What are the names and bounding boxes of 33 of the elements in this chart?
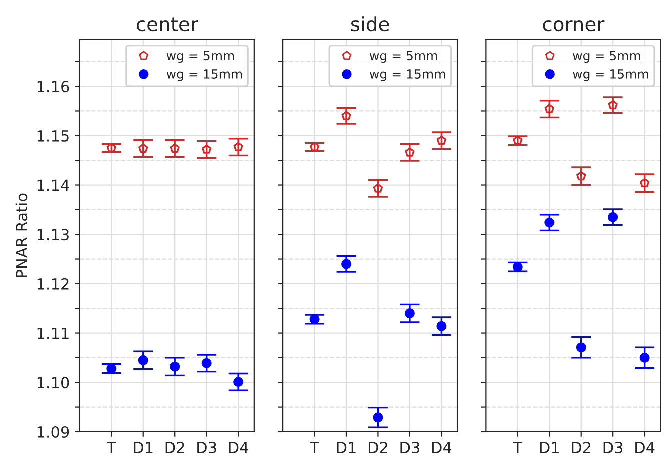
y-tick-label: 1.13	[38, 229, 69, 241]
x-tick-label: D2	[368, 442, 388, 454]
x-tick-label: T	[310, 442, 320, 454]
x-tick-label: D1	[540, 442, 559, 454]
x-tick-label: D4	[636, 442, 655, 454]
x-tick-label: D2	[572, 442, 591, 454]
legend-label: wg = 15mm	[166, 70, 242, 82]
y-axis-title: PNAR Ratio	[16, 194, 28, 278]
x-tick-label: T	[513, 442, 523, 454]
x-tick-label: D3	[400, 442, 420, 454]
x-tick-label: D2	[166, 442, 184, 454]
legend-label: wg = 15mm	[370, 70, 446, 82]
y-tick-label: 1.11	[38, 328, 69, 340]
x-tick-label: D3	[198, 442, 216, 454]
y-tick-label: 1.14	[38, 180, 70, 192]
y-tick-label: 1.16	[38, 81, 70, 93]
x-tick-label: D4	[432, 442, 452, 454]
legend-label: wg = 5mm	[370, 51, 438, 64]
y-tick-label: 1.12	[38, 278, 69, 290]
chart-title: center	[136, 18, 198, 32]
x-tick-label: D3	[604, 442, 623, 454]
legend-label: wg = 5mm	[166, 51, 234, 64]
x-tick-label: D1	[134, 442, 153, 454]
legend-label: wg = 5mm	[573, 51, 640, 64]
text: 1.10	[38, 377, 70, 389]
chart-title: corner	[543, 20, 605, 32]
legend-label: wg = 15mm	[573, 70, 648, 82]
y-tick-label: 1.09	[38, 426, 70, 438]
chart-title: side	[351, 16, 390, 32]
x-tick-label: D1	[337, 442, 356, 454]
x-tick-label: D4	[229, 442, 248, 454]
y-tick-label: 1.15	[38, 130, 69, 142]
x-tick-label: T	[106, 442, 116, 454]
